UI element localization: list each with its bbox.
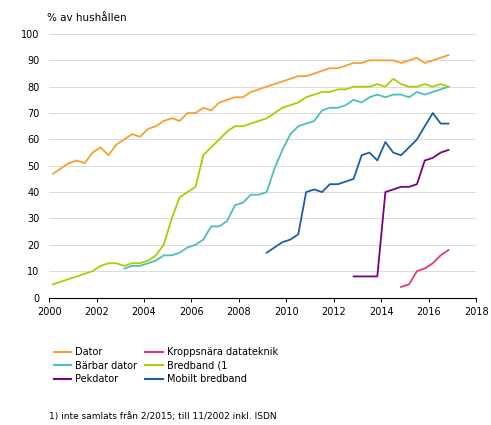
Text: 1) inte samlats från 2/2015; till 11/2002 inkl. ISDN: 1) inte samlats från 2/2015; till 11/200… [49, 412, 277, 421]
Text: % av hushållen: % av hushållen [47, 14, 127, 23]
Legend: Dator, Bärbar dator, Pekdator, Kroppsnära datateknik, Bredband (1, Mobilt bredba: Dator, Bärbar dator, Pekdator, Kroppsnär… [54, 347, 277, 384]
